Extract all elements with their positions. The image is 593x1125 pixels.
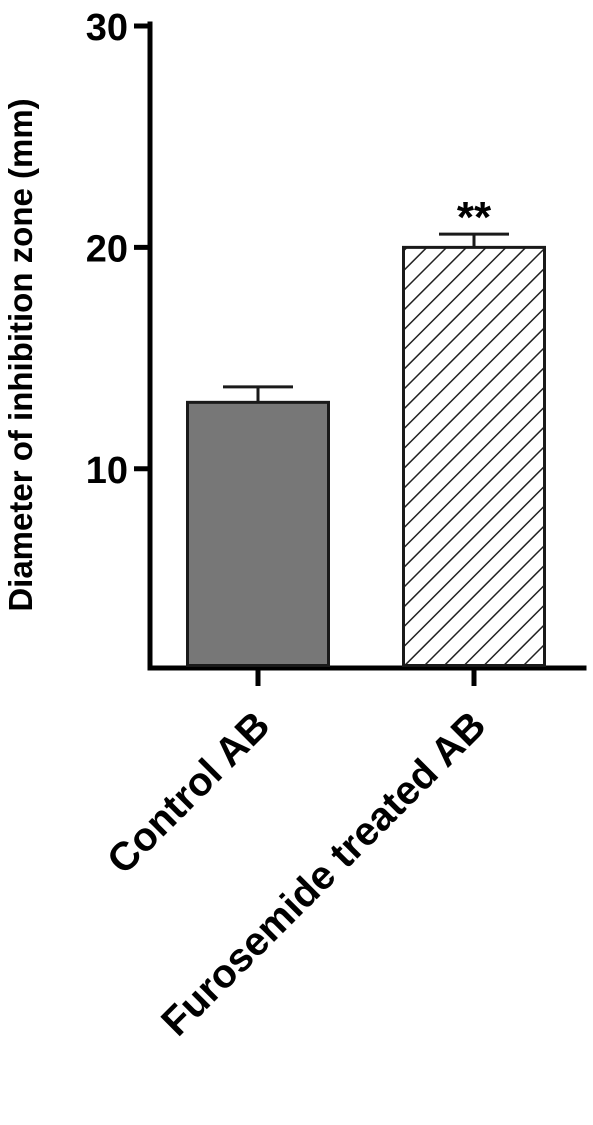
bars	[186, 245, 546, 667]
bar-0	[186, 400, 330, 667]
y-tick-label: 20	[86, 228, 128, 270]
significance-marker: **	[457, 193, 492, 242]
significance-annotations: **	[457, 193, 492, 242]
y-tick-label: 10	[86, 450, 128, 492]
y-tick-label: 30	[86, 7, 128, 49]
category-label: Control AB	[99, 703, 278, 882]
bar-1	[402, 245, 546, 667]
x-axis	[147, 665, 587, 686]
y-axis-label: Diameter of inhibition zone (mm)	[2, 98, 39, 611]
error-bars	[223, 232, 509, 403]
y-axis: 10 20 30	[86, 7, 153, 671]
